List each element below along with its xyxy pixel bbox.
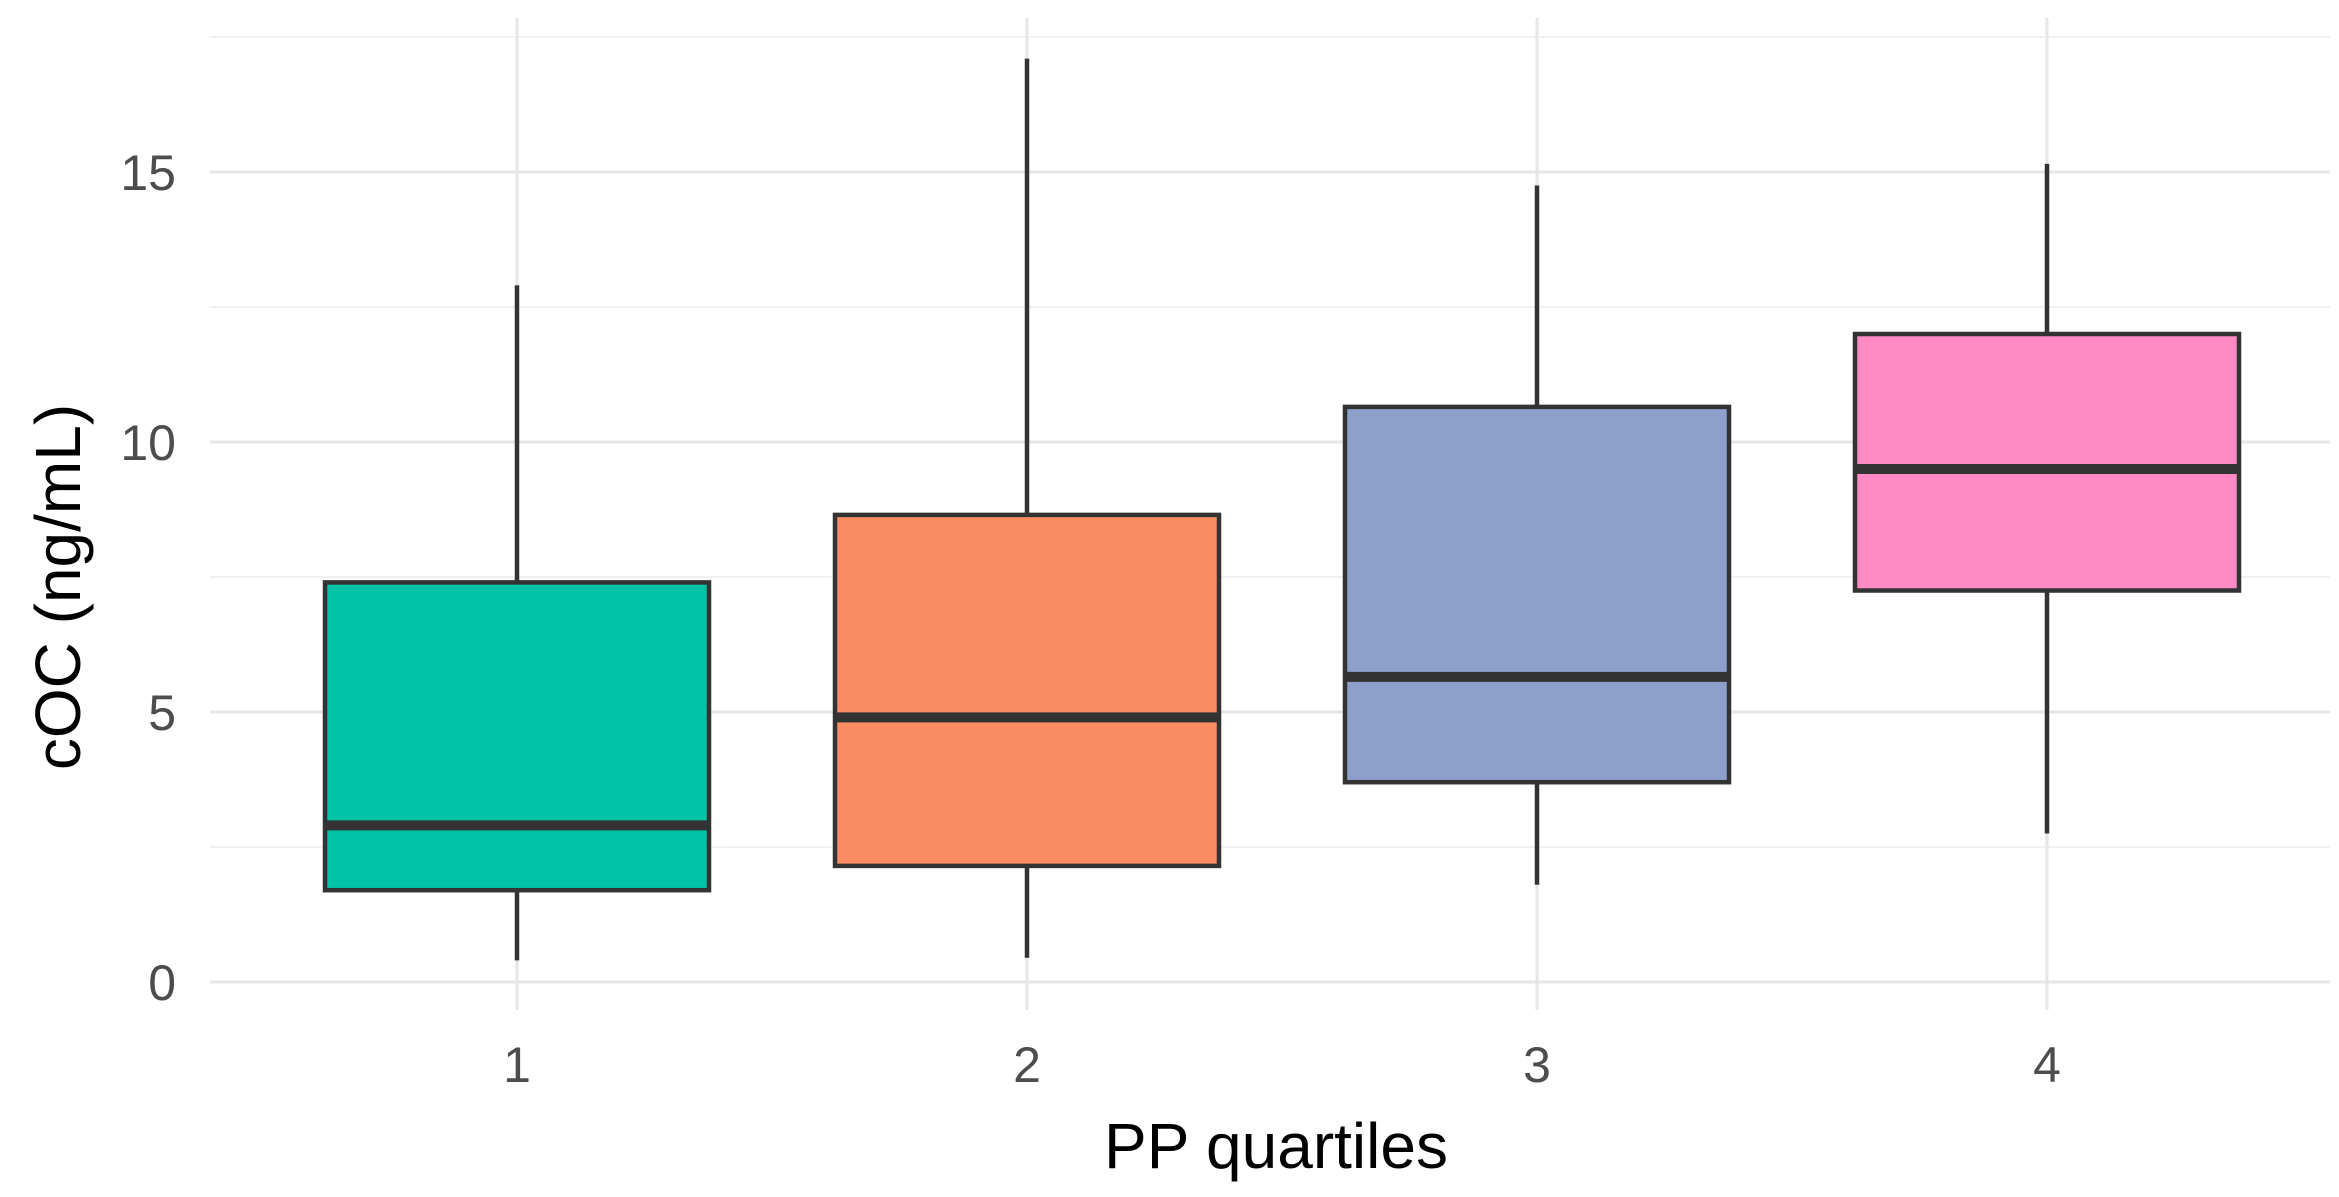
y-tick-label: 15	[120, 145, 176, 201]
x-axis-title: PP quartiles	[1104, 1110, 1448, 1182]
y-tick-label: 0	[148, 955, 176, 1011]
x-tick-label: 3	[1523, 1037, 1551, 1093]
boxes	[322, 58, 2242, 961]
x-tick-label: 1	[503, 1037, 531, 1093]
x-tick-label: 2	[1013, 1037, 1041, 1093]
box-group-2	[832, 58, 1222, 958]
x-tick-label: 4	[2033, 1037, 2061, 1093]
box	[832, 512, 1222, 869]
box	[1342, 404, 1732, 785]
y-tick-label: 5	[148, 685, 176, 741]
box-group-1	[322, 285, 712, 961]
box	[1852, 331, 2242, 593]
box-group-3	[1342, 185, 1732, 885]
tick-labels: 0 5 10 15 1 2 3 4	[120, 145, 2061, 1093]
box	[322, 580, 712, 893]
y-tick-label: 10	[120, 415, 176, 471]
y-axis-title: cOC (ng/mL)	[22, 404, 94, 770]
box-group-4	[1852, 163, 2242, 834]
